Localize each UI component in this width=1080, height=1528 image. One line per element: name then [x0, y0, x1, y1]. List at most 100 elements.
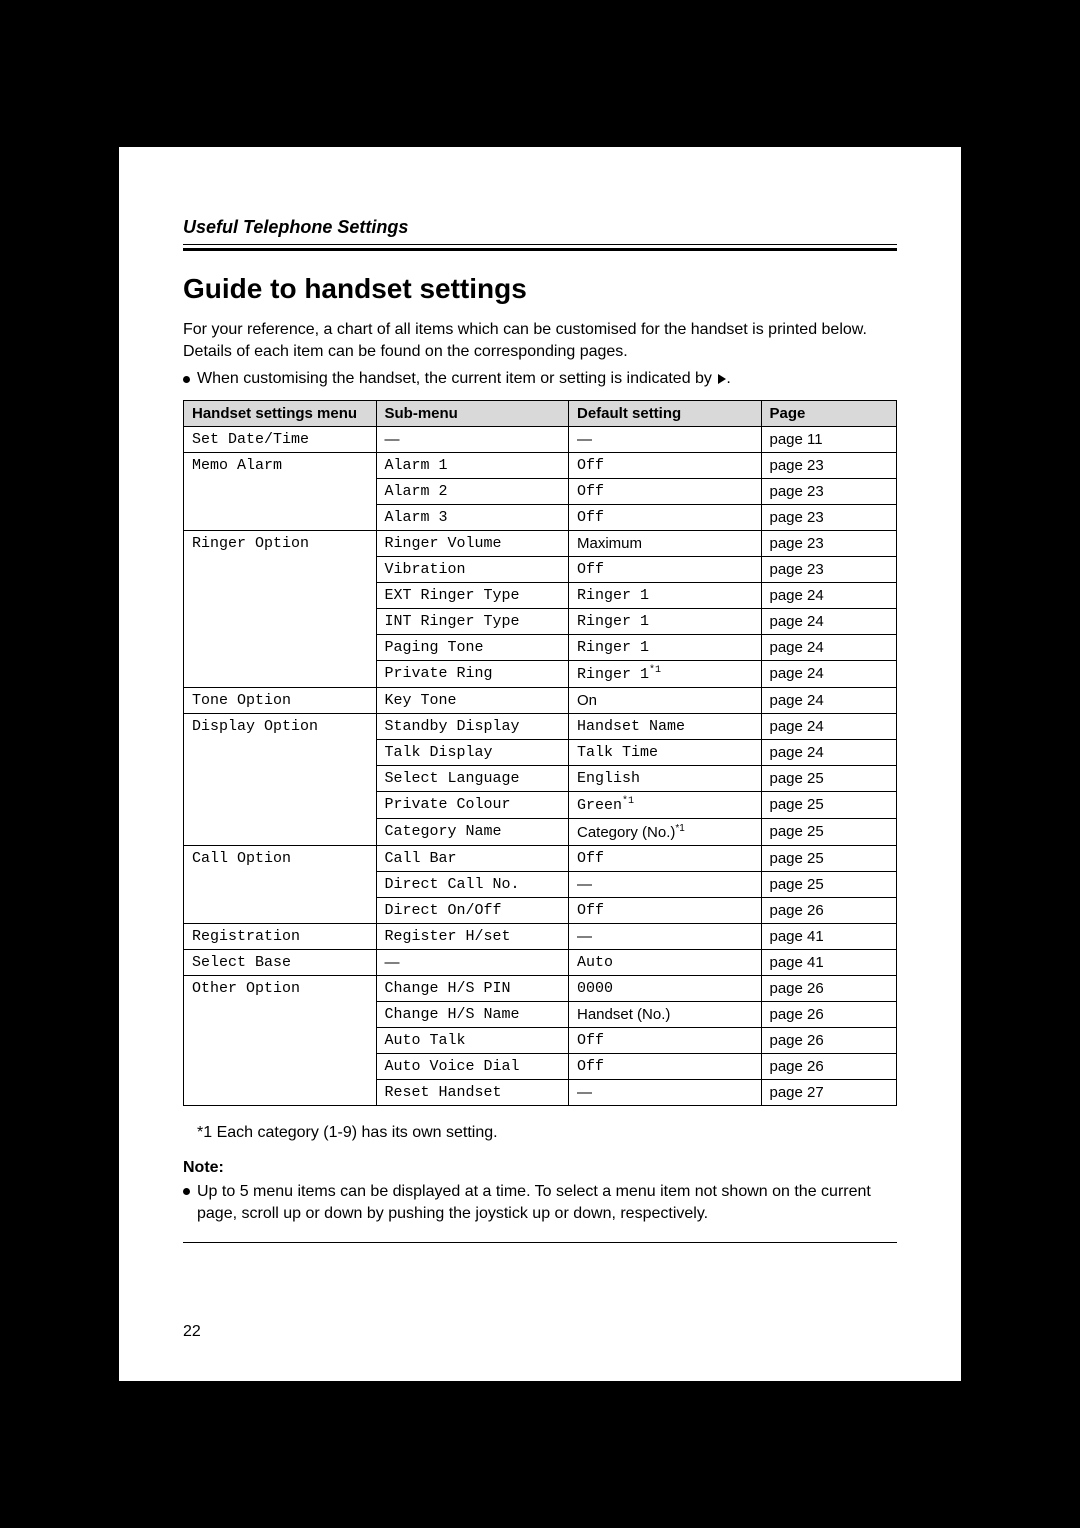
cell-menu — [184, 582, 377, 608]
cell-page: page 23 — [761, 452, 897, 478]
table-row: Auto Voice DialOffpage 26 — [184, 1053, 897, 1079]
table-row: Memo AlarmAlarm 1Offpage 23 — [184, 452, 897, 478]
cell-default: Handset (No.) — [569, 1001, 762, 1027]
cell-submenu: Private Ring — [376, 660, 569, 687]
cell-default: Category (No.)*1 — [569, 818, 762, 845]
cell-submenu: — — [376, 949, 569, 975]
cell-page: page 25 — [761, 765, 897, 791]
table-row: Private RingRinger 1*1page 24 — [184, 660, 897, 687]
cell-submenu: Vibration — [376, 556, 569, 582]
cell-default: — — [569, 871, 762, 897]
cell-menu — [184, 1001, 377, 1027]
table-row: Reset Handset—page 27 — [184, 1079, 897, 1105]
table-row: Set Date/Time——page 11 — [184, 426, 897, 452]
cell-submenu: Alarm 3 — [376, 504, 569, 530]
document-page: Useful Telephone Settings Guide to hands… — [119, 147, 961, 1381]
cell-menu — [184, 660, 377, 687]
cell-submenu: Alarm 2 — [376, 478, 569, 504]
superscript: *1 — [622, 796, 634, 807]
cell-default: Ringer 1 — [569, 582, 762, 608]
handset-settings-table: Handset settings menu Sub-menu Default s… — [183, 400, 897, 1106]
cell-page: page 23 — [761, 504, 897, 530]
cell-menu — [184, 608, 377, 634]
cell-default: Green*1 — [569, 791, 762, 818]
cell-menu — [184, 871, 377, 897]
cell-default: Off — [569, 478, 762, 504]
cell-submenu: Auto Talk — [376, 1027, 569, 1053]
cell-default: Handset Name — [569, 713, 762, 739]
bullet-customising: When customising the handset, the curren… — [183, 368, 897, 390]
cell-submenu: Register H/set — [376, 923, 569, 949]
note-body: Up to 5 menu items can be displayed at a… — [183, 1181, 897, 1224]
table-row: Category NameCategory (No.)*1page 25 — [184, 818, 897, 845]
bottom-rule — [183, 1242, 897, 1243]
cell-submenu: Category Name — [376, 818, 569, 845]
cell-default: — — [569, 426, 762, 452]
section-label: Useful Telephone Settings — [183, 217, 897, 238]
cell-page: page 23 — [761, 478, 897, 504]
cell-menu — [184, 634, 377, 660]
header-default: Default setting — [569, 400, 762, 426]
table-row: EXT Ringer TypeRinger 1page 24 — [184, 582, 897, 608]
cell-submenu: Auto Voice Dial — [376, 1053, 569, 1079]
cell-submenu: Private Colour — [376, 791, 569, 818]
cell-menu: Tone Option — [184, 687, 377, 713]
cell-page: page 24 — [761, 608, 897, 634]
table-row: Paging ToneRinger 1page 24 — [184, 634, 897, 660]
cell-menu — [184, 765, 377, 791]
rule-thin — [183, 244, 897, 245]
header-menu: Handset settings menu — [184, 400, 377, 426]
cell-default: Off — [569, 504, 762, 530]
cell-submenu: Ringer Volume — [376, 530, 569, 556]
cell-menu: Display Option — [184, 713, 377, 739]
cell-default: English — [569, 765, 762, 791]
cell-default: Off — [569, 897, 762, 923]
table-row: Tone OptionKey ToneOnpage 24 — [184, 687, 897, 713]
cell-default: Off — [569, 556, 762, 582]
superscript: *1 — [649, 665, 661, 676]
cell-default: Off — [569, 845, 762, 871]
cell-default: Off — [569, 452, 762, 478]
cell-default: — — [569, 1079, 762, 1105]
cell-menu: Select Base — [184, 949, 377, 975]
cell-menu — [184, 791, 377, 818]
page-title: Guide to handset settings — [183, 273, 897, 305]
table-row: Call OptionCall BarOffpage 25 — [184, 845, 897, 871]
cell-default: Talk Time — [569, 739, 762, 765]
cell-submenu: Alarm 1 — [376, 452, 569, 478]
cell-submenu: Talk Display — [376, 739, 569, 765]
cell-page: page 25 — [761, 818, 897, 845]
cell-menu — [184, 478, 377, 504]
cell-page: page 41 — [761, 949, 897, 975]
cell-default: Ringer 1*1 — [569, 660, 762, 687]
cell-menu: Registration — [184, 923, 377, 949]
table-row: Auto TalkOffpage 26 — [184, 1027, 897, 1053]
table-row: Direct Call No.—page 25 — [184, 871, 897, 897]
cell-page: page 24 — [761, 739, 897, 765]
cell-submenu: INT Ringer Type — [376, 608, 569, 634]
table-row: Direct On/OffOffpage 26 — [184, 897, 897, 923]
cell-menu: Ringer Option — [184, 530, 377, 556]
table-row: Alarm 2Offpage 23 — [184, 478, 897, 504]
table-row: Talk DisplayTalk Timepage 24 — [184, 739, 897, 765]
table-row: Other OptionChange H/S PIN0000page 26 — [184, 975, 897, 1001]
cell-page: page 26 — [761, 897, 897, 923]
cell-page: page 26 — [761, 1053, 897, 1079]
cell-submenu: Direct On/Off — [376, 897, 569, 923]
cell-menu — [184, 897, 377, 923]
table-row: Change H/S NameHandset (No.)page 26 — [184, 1001, 897, 1027]
cell-submenu: Reset Handset — [376, 1079, 569, 1105]
table-row: Display OptionStandby DisplayHandset Nam… — [184, 713, 897, 739]
cell-default: Off — [569, 1053, 762, 1079]
cell-page: page 26 — [761, 1027, 897, 1053]
cell-page: page 25 — [761, 791, 897, 818]
cell-submenu: Call Bar — [376, 845, 569, 871]
cell-default: — — [569, 923, 762, 949]
cell-submenu: Standby Display — [376, 713, 569, 739]
bullet-text-prefix: When customising the handset, the curren… — [197, 370, 716, 387]
cell-default: 0000 — [569, 975, 762, 1001]
table-row: INT Ringer TypeRinger 1page 24 — [184, 608, 897, 634]
cell-default: Maximum — [569, 530, 762, 556]
cell-submenu: Direct Call No. — [376, 871, 569, 897]
cell-submenu: — — [376, 426, 569, 452]
